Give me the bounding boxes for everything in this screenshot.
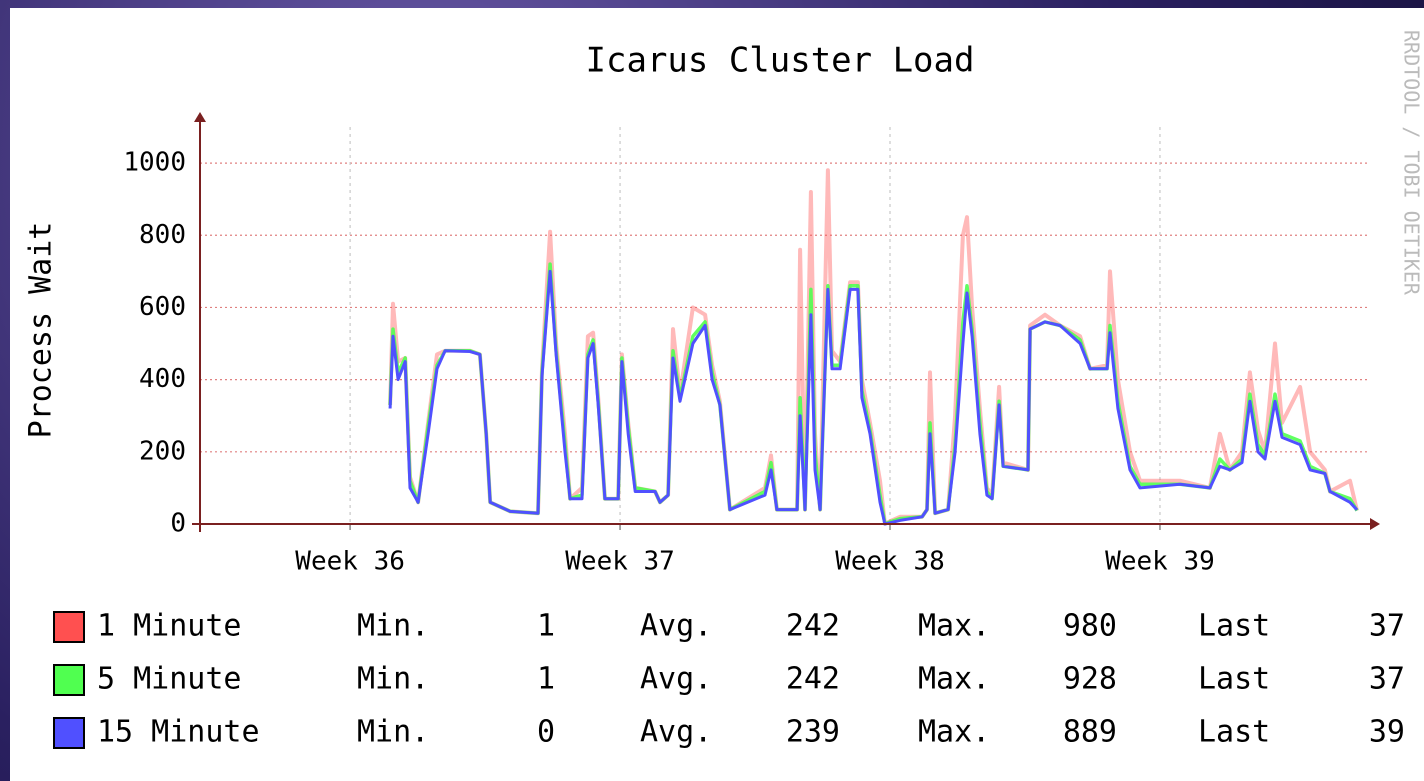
y-axis-label: Process Wait [24, 222, 59, 439]
stat-value: 242 [786, 662, 840, 697]
legend-label: 15 Minute [97, 715, 260, 750]
stat-value: 1 [537, 662, 555, 697]
stat-value: 928 [1063, 662, 1117, 697]
stat-label: Max. [918, 715, 990, 750]
stat-value: 239 [786, 715, 840, 750]
stat-value: 37 [1369, 662, 1405, 697]
stat-label: Max. [918, 662, 990, 697]
stat-label: Min. [357, 609, 429, 644]
stat-label: Avg. [640, 609, 712, 644]
stat-value: 1 [537, 609, 555, 644]
chart-title: Icarus Cluster Load [586, 41, 975, 81]
x-tick-label: Week 39 [1105, 547, 1215, 577]
y-tick-label: 1000 [123, 148, 186, 178]
page: Icarus Cluster Load Process Wait RRDTOOL… [0, 0, 1424, 781]
stat-label: Avg. [640, 715, 712, 750]
stat-label: Min. [357, 715, 429, 750]
x-tick-label: Week 38 [835, 547, 945, 577]
legend-swatch [54, 665, 84, 695]
y-tick-label: 400 [139, 364, 186, 394]
y-tick-label: 200 [139, 436, 186, 466]
stat-label: Max. [918, 609, 990, 644]
y-tick-label: 800 [139, 220, 186, 250]
stat-label: Min. [357, 662, 429, 697]
stat-label: Last [1198, 609, 1270, 644]
legend-label: 1 Minute [97, 609, 242, 644]
stat-value: 242 [786, 609, 840, 644]
chart: Icarus Cluster Load Process Wait RRDTOOL… [0, 0, 1424, 781]
y-tick-label: 0 [170, 509, 186, 539]
stat-value: 37 [1369, 609, 1405, 644]
stat-label: Last [1198, 715, 1270, 750]
y-tick-label: 600 [139, 292, 186, 322]
stat-label: Avg. [640, 662, 712, 697]
stat-value: 889 [1063, 715, 1117, 750]
legend-swatch [54, 718, 84, 748]
stat-label: Last [1198, 662, 1270, 697]
legend-swatch [54, 612, 84, 642]
watermark: RRDTOOL / TOBI OETIKER [1400, 30, 1424, 296]
stat-value: 0 [537, 715, 555, 750]
stat-value: 39 [1369, 715, 1405, 750]
x-tick-label: Week 37 [565, 547, 675, 577]
legend-label: 5 Minute [97, 662, 242, 697]
x-tick-label: Week 36 [295, 547, 405, 577]
stat-value: 980 [1063, 609, 1117, 644]
